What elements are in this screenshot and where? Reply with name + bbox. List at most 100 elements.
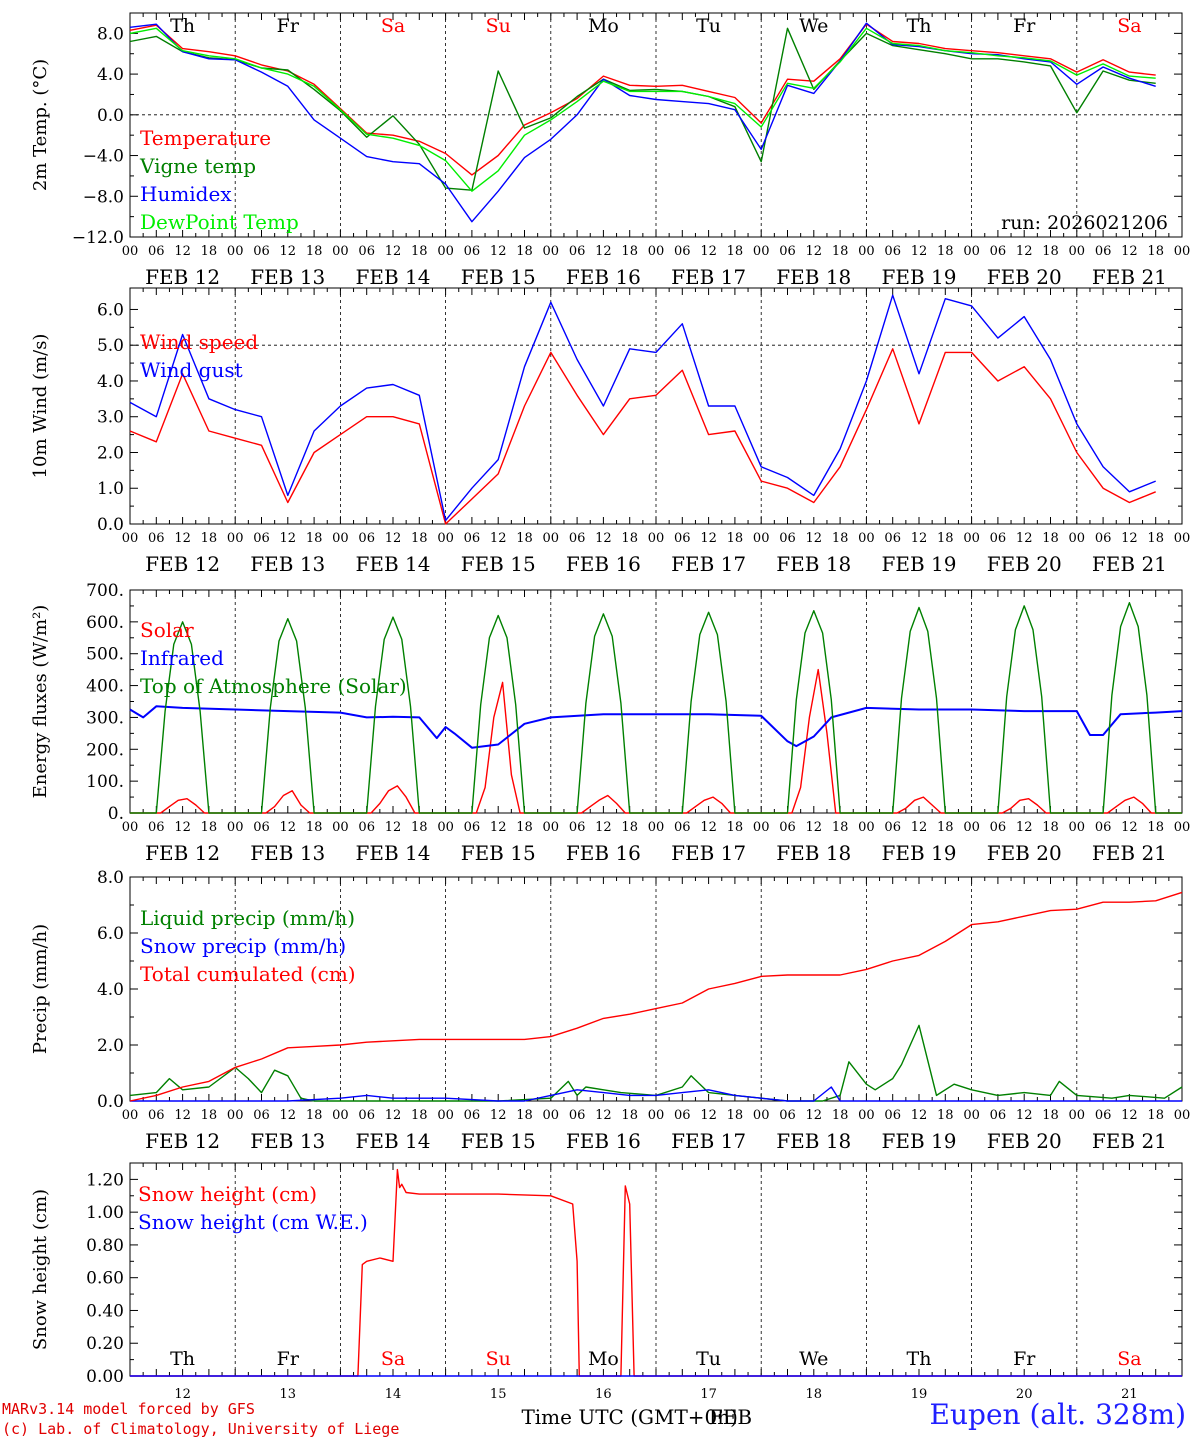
hour-label: 00 (858, 820, 875, 835)
date-label: FEB 12 (145, 1129, 220, 1153)
hour-label: 12 (385, 244, 402, 259)
hour-label: 18 (1042, 820, 1059, 835)
hour-label: 12 (595, 244, 612, 259)
day-of-week-label: Fr (277, 1348, 300, 1370)
hour-label: 00 (753, 820, 770, 835)
hour-label: 18 (832, 820, 849, 835)
hour-label: 06 (884, 244, 901, 259)
day-of-week-label: Th (170, 15, 195, 37)
y-axis-label: Snow height (cm) (30, 1189, 51, 1350)
legend-entry: Total cumulated (cm) (140, 962, 356, 986)
hour-label: 12 (174, 1108, 191, 1123)
hour-label: 00 (227, 820, 244, 835)
day-number-label: 18 (806, 1387, 823, 1402)
hour-label: 18 (306, 820, 323, 835)
hour-label: 18 (411, 244, 428, 259)
hour-label: 12 (1121, 1108, 1138, 1123)
legend-entry: Infrared (140, 646, 224, 670)
day-of-week-label: Mo (588, 15, 619, 37)
series-total-cumulated-cm (129, 891, 1183, 1102)
hour-label: 06 (358, 1108, 375, 1123)
y-tick-label: 100. (86, 772, 124, 792)
hour-label: 06 (253, 244, 270, 259)
legend-entry: Humidex (140, 182, 232, 206)
series-temperature (129, 23, 1156, 176)
date-label: FEB 20 (987, 265, 1062, 289)
date-label: FEB 13 (250, 265, 325, 289)
date-label: FEB 14 (356, 1129, 431, 1153)
y-axis-label: Energy fluxes (W/m²) (30, 605, 51, 799)
date-label: FEB 15 (461, 1129, 536, 1153)
hour-label: 12 (1121, 531, 1138, 546)
hour-label: 18 (306, 531, 323, 546)
hour-label: 12 (806, 1108, 823, 1123)
legend-entry: Temperature (140, 126, 271, 150)
legend-entry: Wind speed (140, 330, 258, 354)
hour-label: 12 (1016, 1108, 1033, 1123)
hour-label: 18 (727, 1108, 744, 1123)
hour-label: 00 (648, 531, 665, 546)
hour-label: 06 (253, 1108, 270, 1123)
date-label: FEB 14 (356, 265, 431, 289)
legend-entry: DewPoint Temp (140, 210, 299, 234)
date-label: FEB 16 (566, 552, 641, 576)
y-tick-label: 0.40 (86, 1301, 124, 1321)
y-tick-label: 0.0 (97, 1092, 124, 1112)
y-tick-label: 0.00 (86, 1367, 124, 1387)
legend-entry: Snow height (cm W.E.) (138, 1210, 368, 1234)
hour-label: 12 (490, 820, 507, 835)
day-of-week-label: Tu (696, 1348, 721, 1370)
hour-label: 00 (1069, 820, 1086, 835)
day-of-week-label: Su (486, 1348, 511, 1370)
day-of-week-label: Sa (1117, 15, 1141, 37)
time-axis-unit: FEB (709, 1405, 752, 1429)
hour-label: 06 (358, 820, 375, 835)
hour-label: 06 (779, 1108, 796, 1123)
hour-label: 18 (306, 1108, 323, 1123)
series-liquid-precip-mm-h (129, 1024, 1183, 1102)
hour-label: 06 (358, 531, 375, 546)
date-label: FEB 20 (987, 552, 1062, 576)
hour-label: 18 (1147, 244, 1164, 259)
hour-label: 12 (385, 820, 402, 835)
hour-label: 00 (227, 244, 244, 259)
hour-label: 12 (700, 531, 717, 546)
y-tick-label: 600. (86, 613, 124, 633)
hour-label: 18 (1042, 531, 1059, 546)
hour-label: 12 (490, 531, 507, 546)
series-snow-precip-mm-h (130, 1086, 1182, 1102)
hour-label: 00 (227, 1108, 244, 1123)
hour-label: 18 (1042, 1108, 1059, 1123)
hour-label: 00 (543, 531, 560, 546)
hour-label: 12 (911, 244, 928, 259)
hour-label: 00 (122, 1108, 139, 1123)
hour-label: 18 (727, 820, 744, 835)
date-label: FEB 19 (882, 1129, 957, 1153)
legend-entry: Liquid precip (mm/h) (140, 906, 355, 930)
y-tick-label: 500. (86, 645, 124, 665)
hour-label: 00 (122, 244, 139, 259)
y-tick-label: 200. (86, 740, 124, 760)
hour-label: 06 (464, 531, 481, 546)
hour-label: 00 (437, 531, 454, 546)
date-label: FEB 12 (145, 841, 220, 865)
y-tick-label: 0. (108, 804, 124, 824)
day-number-label: 19 (911, 1387, 928, 1402)
y-axis-label: 10m Wind (m/s) (30, 334, 51, 479)
hour-label: 18 (201, 531, 218, 546)
hour-label: 12 (911, 1108, 928, 1123)
hour-label: 18 (937, 820, 954, 835)
hour-label: 18 (201, 1108, 218, 1123)
hour-label: 12 (595, 531, 612, 546)
legend-entry: Snow precip (mm/h) (140, 934, 346, 958)
hour-label: 18 (621, 1108, 638, 1123)
hour-label: 00 (963, 1108, 980, 1123)
y-tick-label: 2.0 (97, 1036, 124, 1056)
y-tick-label: 0.0 (97, 515, 124, 535)
hour-label: 12 (280, 244, 297, 259)
series-wind-gust (129, 294, 1156, 522)
y-tick-label: −8.0 (83, 187, 124, 207)
credit-line-1: MARv3.14 model forced by GFS (2, 1400, 255, 1418)
hour-label: 18 (727, 531, 744, 546)
hour-label: 06 (674, 1108, 691, 1123)
